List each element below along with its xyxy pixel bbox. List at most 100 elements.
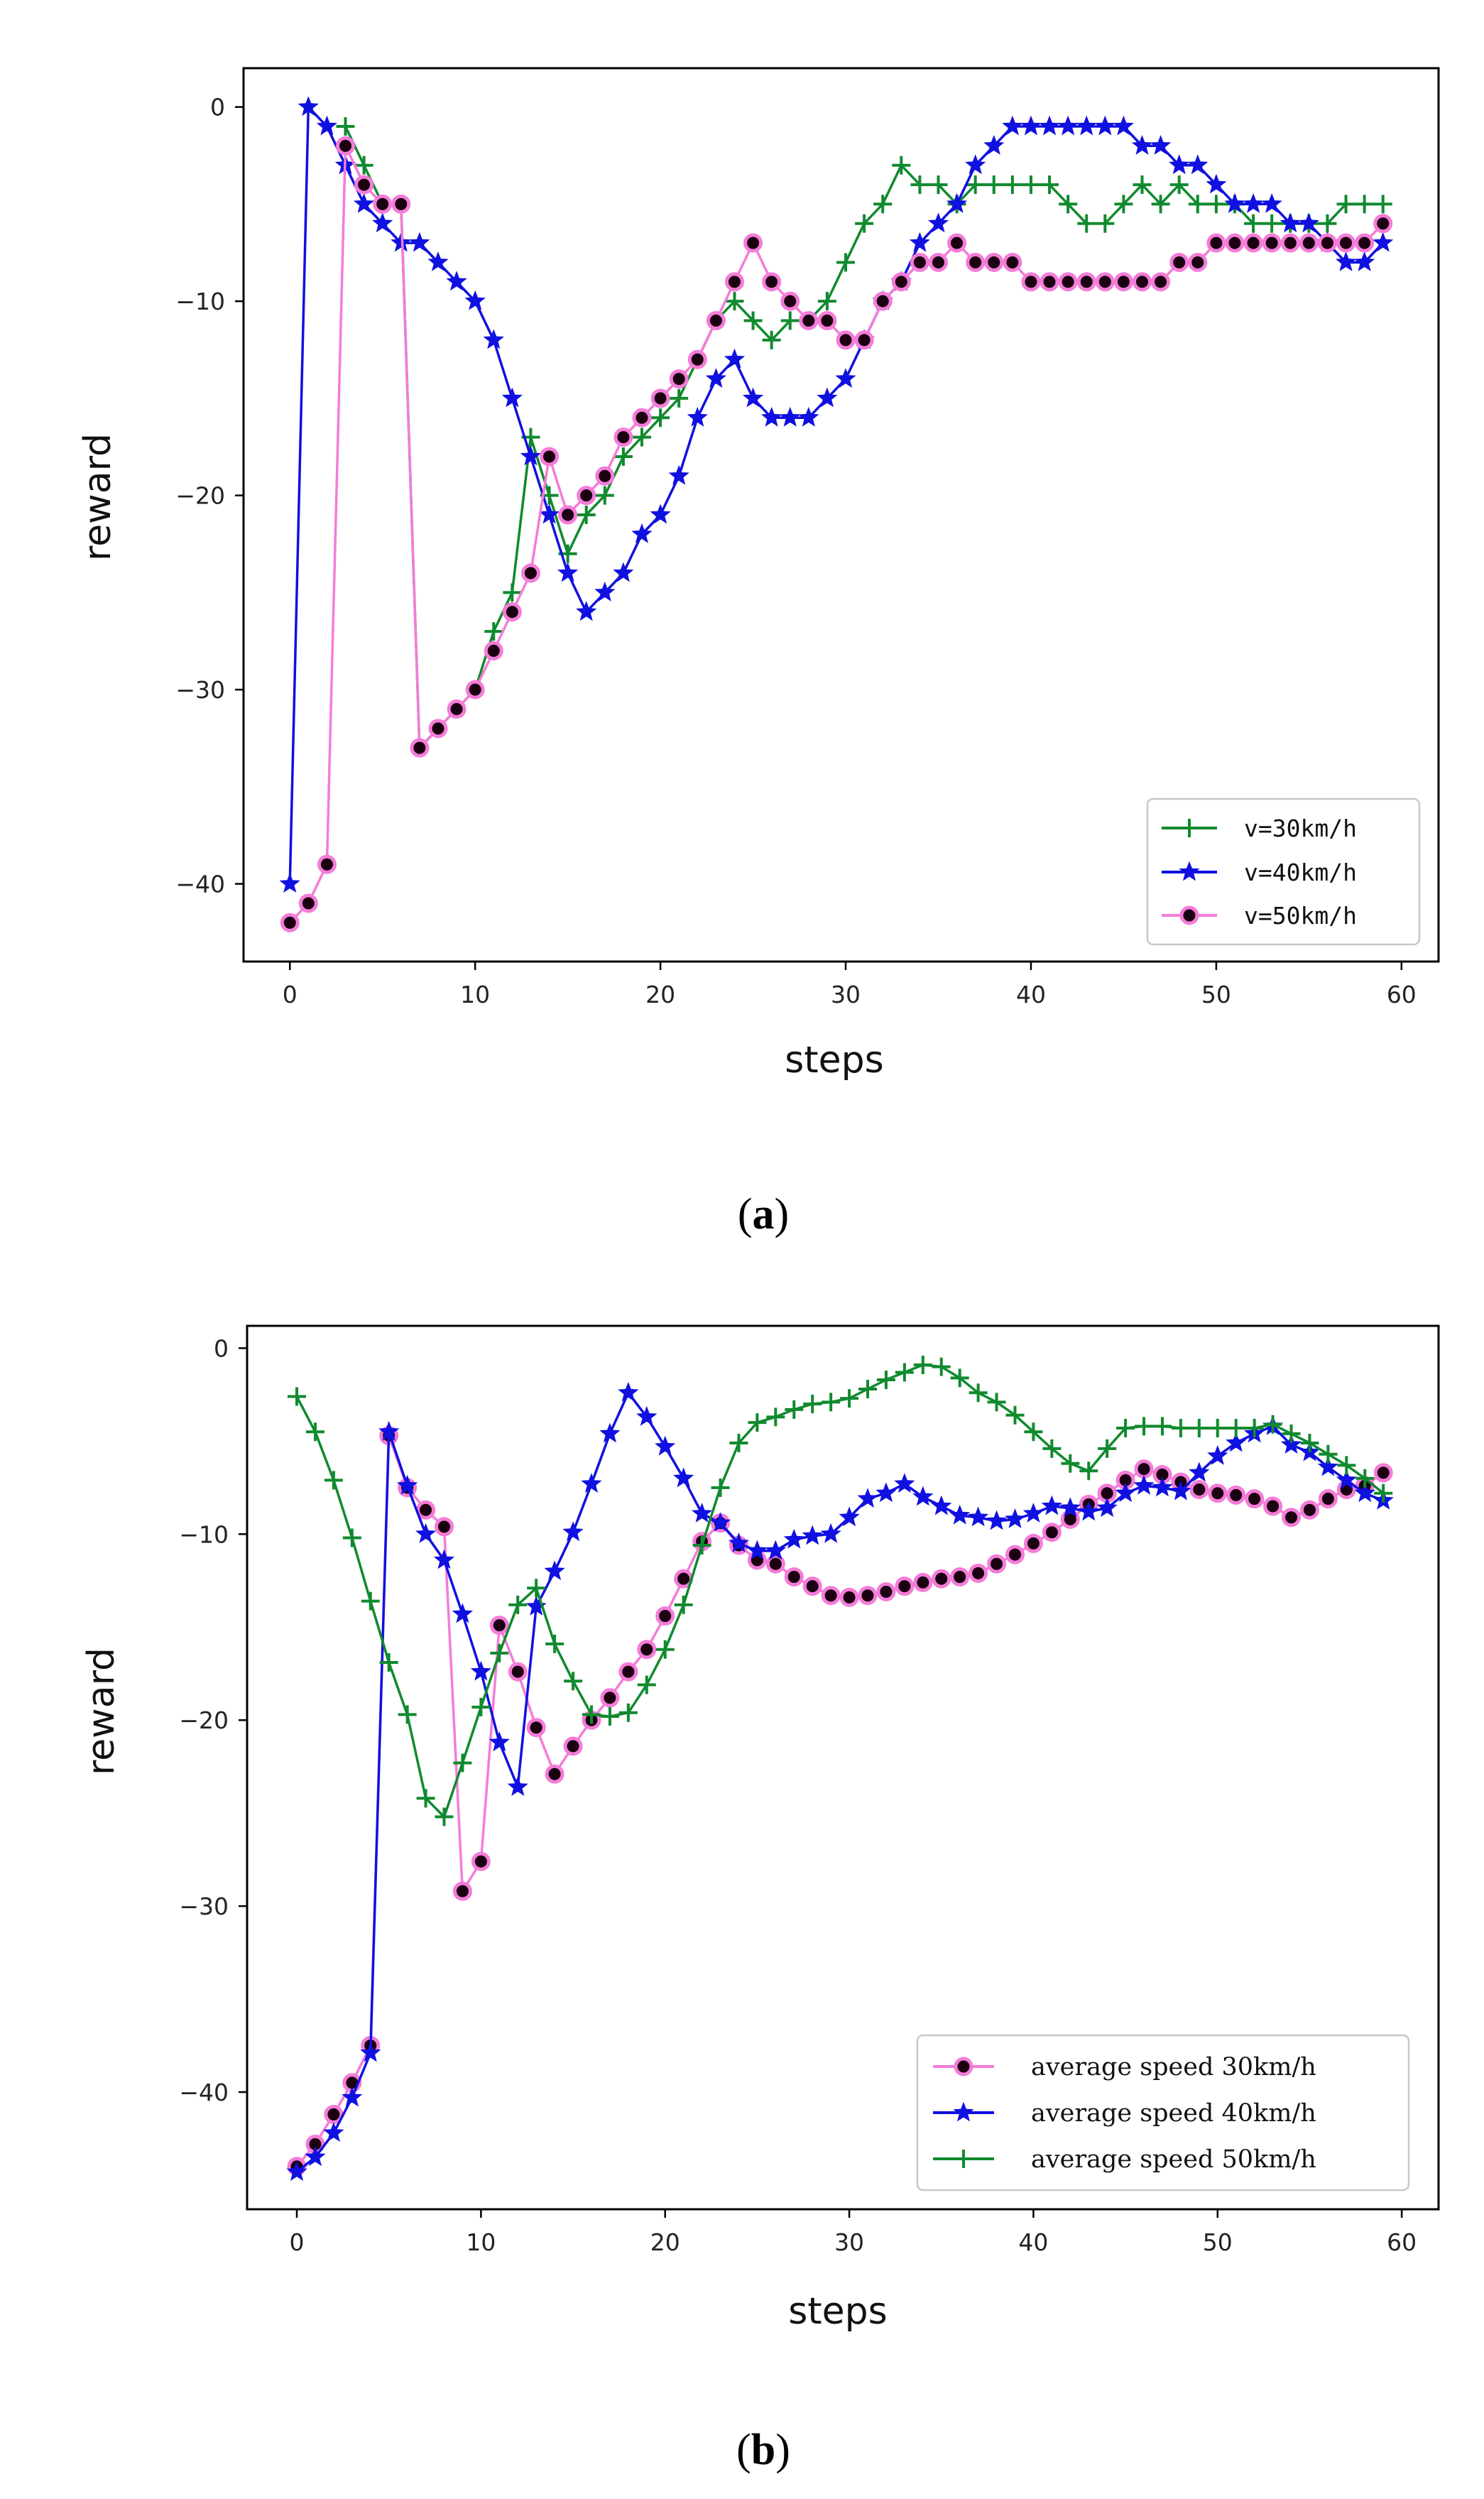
legend-marker bbox=[1179, 861, 1200, 881]
data-point bbox=[1374, 1483, 1393, 1503]
data-point bbox=[1152, 1476, 1173, 1497]
data-point bbox=[857, 1488, 878, 1508]
legend-marker bbox=[953, 2101, 974, 2122]
data-point bbox=[1245, 1489, 1265, 1509]
data-point bbox=[928, 252, 948, 272]
data-point bbox=[564, 1672, 583, 1691]
data-point bbox=[508, 1595, 528, 1614]
data-point bbox=[600, 1706, 619, 1726]
data-point bbox=[1169, 154, 1190, 175]
data-point bbox=[711, 1478, 730, 1497]
data-point bbox=[913, 1356, 932, 1374]
data-point bbox=[1354, 1482, 1375, 1503]
data-point bbox=[1206, 195, 1226, 214]
data-point bbox=[1040, 272, 1059, 292]
data-point bbox=[503, 583, 522, 602]
legend-marker bbox=[954, 2057, 973, 2076]
data-point bbox=[929, 175, 948, 195]
data-point bbox=[1133, 175, 1152, 195]
data-point bbox=[562, 1521, 584, 1542]
data-point bbox=[967, 1506, 989, 1527]
data-point bbox=[892, 156, 911, 175]
data-point bbox=[655, 1640, 675, 1659]
data-point bbox=[674, 1595, 693, 1614]
data-point bbox=[748, 1413, 767, 1432]
data-point bbox=[966, 252, 986, 272]
data-point bbox=[280, 913, 300, 932]
data-point bbox=[1113, 115, 1135, 136]
y-tick-label: −20 bbox=[175, 482, 225, 510]
data-point bbox=[766, 1408, 785, 1427]
y-tick-label: −30 bbox=[175, 676, 225, 704]
data-point bbox=[1057, 115, 1079, 136]
data-point bbox=[785, 1400, 804, 1419]
data-point bbox=[540, 447, 560, 467]
data-point bbox=[507, 1776, 528, 1796]
data-point bbox=[1133, 1474, 1155, 1495]
data-point bbox=[396, 1474, 418, 1495]
chart-b-legend: average speed 30km/h average speed 40km/… bbox=[916, 2034, 1410, 2192]
data-point bbox=[1076, 272, 1096, 292]
data-point bbox=[1003, 252, 1022, 272]
data-point bbox=[802, 1577, 822, 1596]
data-point bbox=[470, 1660, 492, 1681]
data-point bbox=[1042, 1439, 1062, 1458]
data-point bbox=[1113, 272, 1133, 292]
data-point bbox=[724, 272, 744, 292]
data-point bbox=[415, 1523, 437, 1543]
data-point bbox=[1299, 1500, 1319, 1520]
data-point bbox=[1300, 1433, 1319, 1452]
data-point bbox=[762, 272, 782, 292]
chart-a-ticks: 0 10 20 30 40 50 60 0 −10 −20 −30 −40 bbox=[175, 94, 1416, 1008]
legend-entry-v30: v=30km/h bbox=[1162, 815, 1357, 842]
data-point bbox=[433, 1549, 455, 1569]
data-point bbox=[1023, 1533, 1043, 1553]
chart-a-xlabel: steps bbox=[785, 1039, 884, 1082]
data-point bbox=[378, 1420, 400, 1441]
x-tick-label: 30 bbox=[834, 2228, 864, 2256]
legend-marker bbox=[1180, 819, 1199, 837]
data-point bbox=[692, 1536, 711, 1555]
chart-b-series bbox=[286, 1356, 1394, 2182]
data-point bbox=[1152, 1417, 1172, 1436]
data-point bbox=[631, 523, 653, 543]
data-point bbox=[765, 1554, 785, 1574]
legend-entry-v50: v=50km/h bbox=[1162, 902, 1357, 930]
data-point bbox=[950, 1368, 969, 1388]
data-point bbox=[1243, 233, 1263, 253]
chart-b-ticks: 0 10 20 30 40 50 60 0 −10 −20 −30 −40 bbox=[179, 1334, 1417, 2256]
data-point bbox=[305, 2146, 326, 2167]
data-point bbox=[799, 311, 819, 331]
data-point bbox=[618, 1703, 638, 1722]
data-point bbox=[416, 1789, 435, 1808]
data-point bbox=[372, 212, 393, 233]
data-point bbox=[858, 1380, 878, 1399]
data-point bbox=[1263, 1415, 1282, 1434]
data-point bbox=[323, 2122, 344, 2143]
series-average-speed-50km-h bbox=[288, 1356, 1393, 1826]
data-point bbox=[836, 253, 856, 272]
data-point bbox=[780, 291, 800, 311]
data-point bbox=[465, 680, 485, 699]
data-point bbox=[984, 175, 1003, 195]
legend-label-avg40: average speed 40km/h bbox=[1031, 2099, 1316, 2128]
data-point bbox=[361, 1591, 380, 1611]
data-point bbox=[1226, 1419, 1245, 1438]
chart-b: 0 10 20 30 40 50 600−10−20−30−40 reward steps … bbox=[80, 1324, 1440, 2474]
data-point bbox=[1039, 115, 1060, 136]
data-point bbox=[1337, 1456, 1356, 1475]
data-point bbox=[613, 428, 633, 447]
data-point bbox=[895, 1363, 914, 1382]
data-point bbox=[839, 1506, 860, 1527]
data-point bbox=[391, 232, 412, 252]
data-point bbox=[855, 214, 874, 233]
data-point bbox=[489, 1616, 509, 1635]
series-v-50km-h bbox=[280, 136, 1393, 932]
data-point bbox=[1131, 135, 1153, 155]
data-point bbox=[760, 406, 782, 427]
data-point bbox=[1208, 1483, 1228, 1503]
data-point bbox=[932, 1357, 951, 1376]
data-point bbox=[817, 292, 836, 311]
x-tick-label: 20 bbox=[645, 981, 675, 1008]
data-point bbox=[798, 406, 819, 427]
